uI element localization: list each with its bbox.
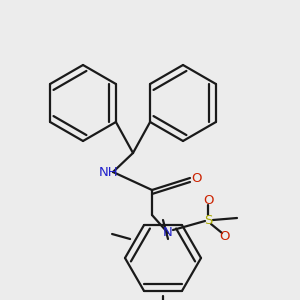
Text: N: N xyxy=(163,226,173,239)
Text: S: S xyxy=(204,214,212,226)
Text: O: O xyxy=(220,230,230,244)
Text: NH: NH xyxy=(99,166,119,178)
Text: O: O xyxy=(203,194,213,206)
Text: O: O xyxy=(191,172,201,184)
